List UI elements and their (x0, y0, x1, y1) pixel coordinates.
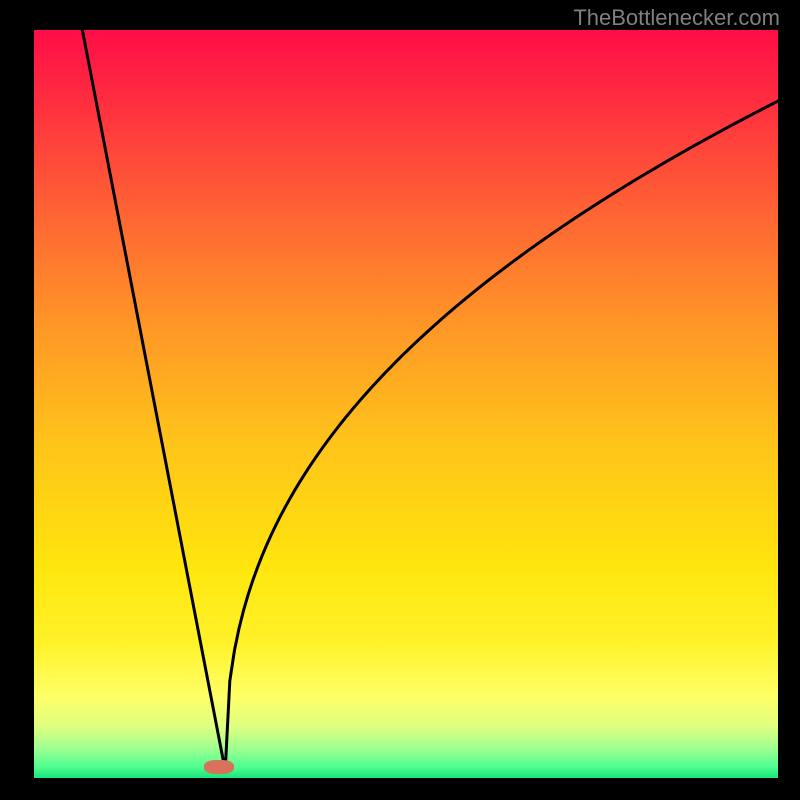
valley-marker (204, 760, 234, 774)
watermark-text: TheBottlenecker.com (573, 5, 780, 31)
bottleneck-curve (34, 30, 778, 778)
chart-container: TheBottlenecker.com (0, 0, 800, 800)
plot-area (34, 30, 778, 778)
